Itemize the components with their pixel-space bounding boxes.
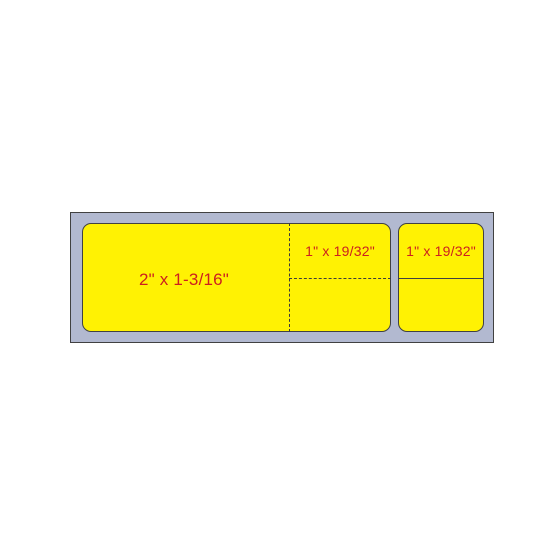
dimension-main: 2" x 1-3/16" — [139, 270, 229, 290]
dimension-right-top: 1" x 19/32" — [406, 243, 476, 259]
perforation-horizontal — [289, 278, 391, 279]
right-panel-divider — [398, 278, 484, 279]
dimension-middle-top: 1" x 19/32" — [305, 243, 375, 259]
label-diagram: 2" x 1-3/16" 1" x 19/32" 1" x 19/32" — [0, 0, 560, 560]
